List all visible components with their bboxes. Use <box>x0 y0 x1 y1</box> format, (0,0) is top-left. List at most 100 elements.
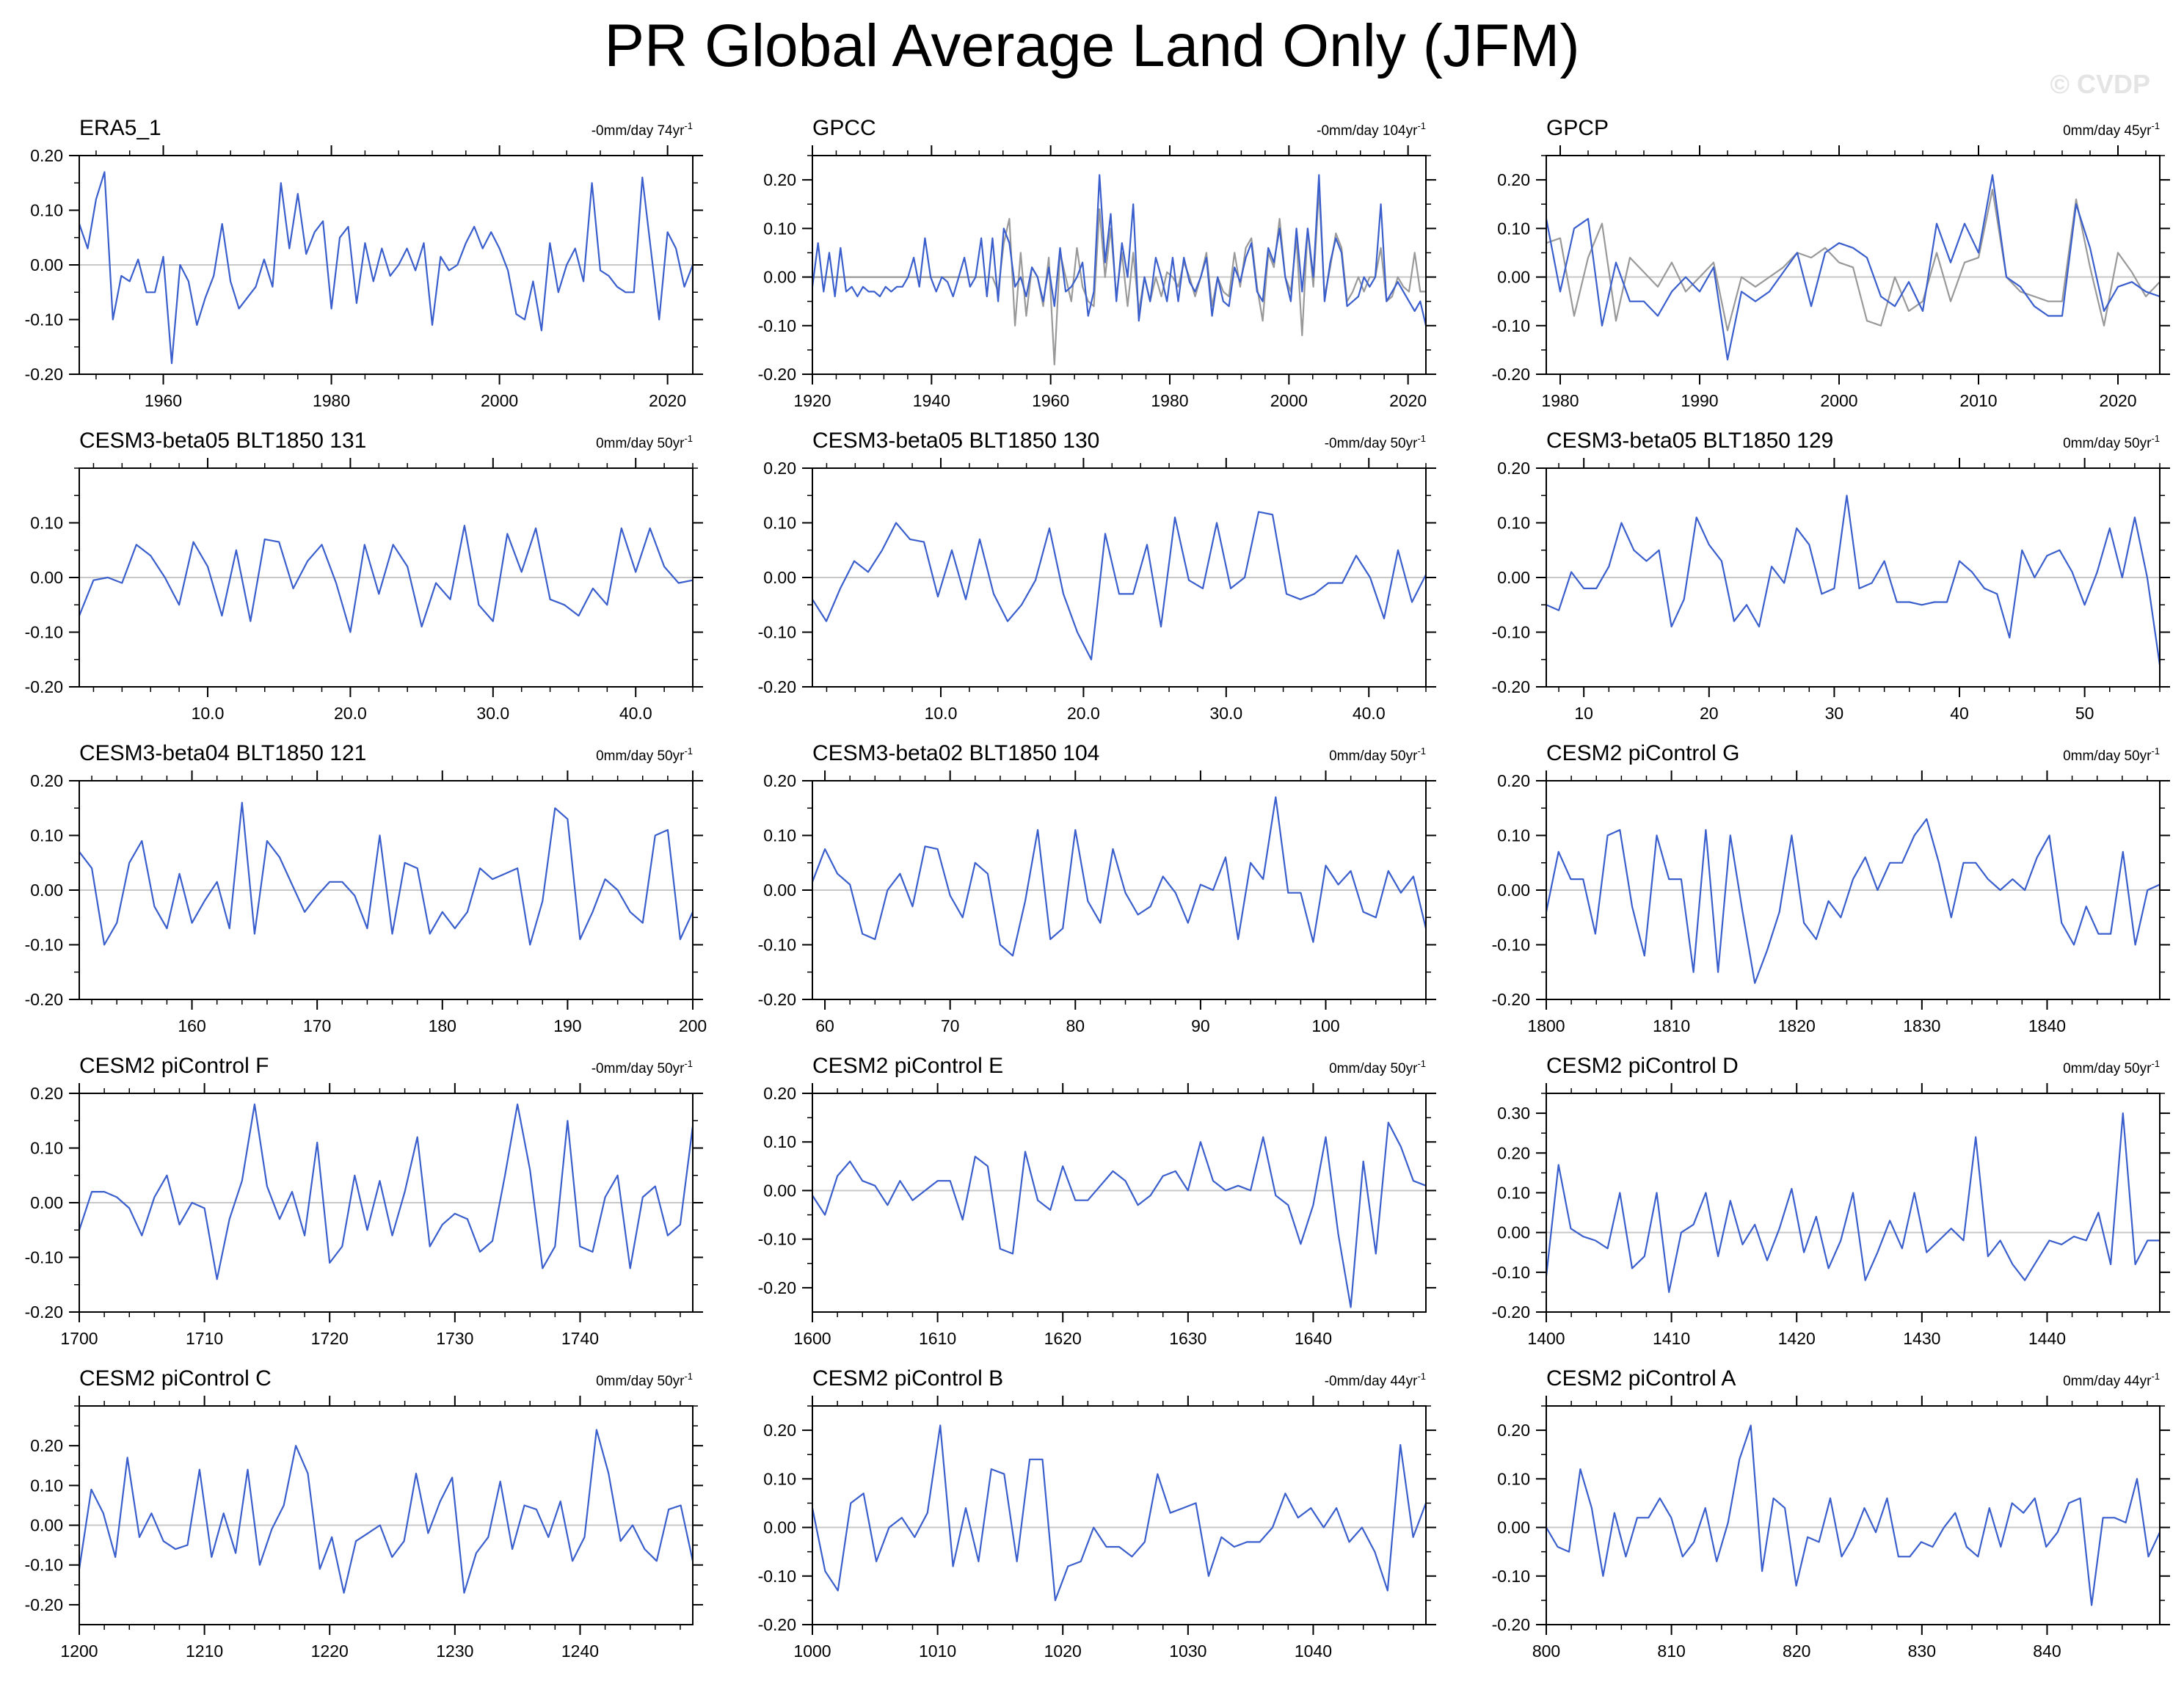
panel-10-ytick-label: -0.10 <box>25 1248 63 1267</box>
panel-4-xtick-label: 20.0 <box>334 704 367 723</box>
panel-6-xtick-label: 10 <box>1574 704 1593 723</box>
panel-8-ytick-label: -0.20 <box>758 990 796 1009</box>
panel-11-ytick-label: -0.10 <box>758 1230 796 1249</box>
panel-12-ytick-label: 0.20 <box>1497 1143 1530 1162</box>
panel-13-ytick-label: 0.10 <box>30 1476 63 1495</box>
panel-7-ytick-label: -0.10 <box>25 936 63 955</box>
panel-9-xtick-label: 1800 <box>1527 1016 1565 1035</box>
panel-14-frame <box>812 1405 1427 1625</box>
panel-4-frame <box>79 467 694 688</box>
panel-3-ytick-label: 0.20 <box>1497 170 1530 189</box>
panel-14-xtick-label: 1020 <box>1044 1642 1082 1661</box>
panel-2-xtick-label: 1980 <box>1151 391 1188 410</box>
panel-2-ytick-label: -0.20 <box>758 365 796 384</box>
panel-15-title: CESM2 piControl A <box>1546 1366 1736 1391</box>
panel-13-ytick-label: -0.10 <box>25 1556 63 1575</box>
panel-11-xtick-label: 1600 <box>793 1329 831 1348</box>
panel-8-frame <box>812 780 1427 1000</box>
panel-11-xtick-label: 1630 <box>1169 1329 1206 1348</box>
panel-15-ytick-label: 0.10 <box>1497 1469 1530 1488</box>
panel-7-ytick-label: 0.20 <box>30 771 63 790</box>
panel-9-xtick-label: 1820 <box>1778 1016 1816 1035</box>
panel-8-xtick-label: 90 <box>1191 1016 1210 1035</box>
figure-title: PR Global Average Land Only (JFM) <box>604 12 1580 79</box>
panel-12-ytick-label: -0.10 <box>1492 1263 1530 1282</box>
panel-14-ytick-label: 0.00 <box>763 1518 796 1537</box>
panel-12-ytick-label: 0.30 <box>1497 1104 1530 1123</box>
panel-2-xtick-label: 1920 <box>793 391 831 410</box>
panel-6-ytick-label: 0.00 <box>1497 568 1530 587</box>
panel-1-xtick-label: 2000 <box>481 391 518 410</box>
panel-5-ytick-label: -0.20 <box>758 677 796 696</box>
panel-3-series-line <box>1545 174 2161 361</box>
panel-10-xtick-label: 1740 <box>561 1329 599 1348</box>
panel-4-title: CESM3-beta05 BLT1850 131 <box>79 429 366 453</box>
panel-10-ytick-label: 0.20 <box>30 1084 63 1103</box>
panel-11-frame <box>812 1093 1427 1313</box>
panel-3-title: GPCP <box>1546 116 1609 140</box>
panel-9-xtick-label: 1840 <box>2028 1016 2066 1035</box>
panel-2-xtick-label: 1960 <box>1032 391 1069 410</box>
panel-11-xtick-label: 1640 <box>1295 1329 1332 1348</box>
panel-8-ytick-label: 0.20 <box>763 771 796 790</box>
panel-3-xtick-label: 2010 <box>1959 391 1997 410</box>
panel-10-ytick-label: 0.10 <box>30 1139 63 1158</box>
panel-3-ytick-label: 0.10 <box>1497 219 1530 238</box>
panel-15-series-line <box>1546 1424 2161 1606</box>
panel-14-title: CESM2 piControl B <box>812 1366 1003 1391</box>
panel-2-ytick-label: -0.10 <box>758 316 796 335</box>
panel-10-trend-label: -0mm/day 50yr-1 <box>592 1058 693 1076</box>
panel-7-xtick-label: 160 <box>178 1016 205 1035</box>
panel-13-ytick-label: -0.20 <box>25 1595 63 1614</box>
panel-6-frame <box>1546 467 2161 688</box>
panel-4-xtick-label: 10.0 <box>192 704 225 723</box>
panel-1-xtick-label: 1980 <box>313 391 350 410</box>
panel-10-xtick-label: 1720 <box>311 1329 349 1348</box>
panel-2-xtick-label: 1940 <box>913 391 950 410</box>
panel-3-xtick-label: 2020 <box>2099 391 2136 410</box>
panel-1-trend-label: -0mm/day 74yr-1 <box>592 120 693 139</box>
panel-1-xtick-label: 1960 <box>145 391 182 410</box>
panel-6-xtick-label: 50 <box>2075 704 2094 723</box>
panel-10-xtick-label: 1700 <box>60 1329 98 1348</box>
panel-1-ytick-label: 0.20 <box>30 146 63 165</box>
panel-15-xtick-label: 810 <box>1657 1642 1685 1661</box>
panel-5-series-line <box>812 511 1427 660</box>
panel-11-series-line <box>812 1121 1427 1308</box>
panel-6-xtick-label: 20 <box>1700 704 1719 723</box>
panel-1-series-line <box>78 171 694 365</box>
panel-15-ytick-label: -0.20 <box>1492 1615 1530 1634</box>
panel-8-xtick-label: 60 <box>815 1016 834 1035</box>
panel-14-ytick-label: 0.20 <box>763 1421 796 1440</box>
panel-5-xtick-label: 30.0 <box>1209 704 1242 723</box>
panel-9-ytick-label: -0.20 <box>1492 990 1530 1009</box>
panel-15-xtick-label: 830 <box>1908 1642 1936 1661</box>
panel-9-ytick-label: 0.10 <box>1497 826 1530 845</box>
panel-2-trend-label: -0mm/day 104yr-1 <box>1317 120 1426 139</box>
panel-14-xtick-label: 1040 <box>1295 1642 1332 1661</box>
panel-2-xtick-label: 2000 <box>1270 391 1308 410</box>
panel-8-title: CESM3-beta02 BLT1850 104 <box>812 741 1099 765</box>
panel-3-trend-label: 0mm/day 45yr-1 <box>2063 120 2160 139</box>
panel-14-xtick-label: 1010 <box>919 1642 956 1661</box>
panel-13-series-line <box>78 1429 694 1594</box>
panel-13-trend-label: 0mm/day 50yr-1 <box>596 1371 693 1389</box>
panel-3-ytick-label: 0.00 <box>1497 268 1530 287</box>
panel-9-ytick-label: 0.20 <box>1497 771 1530 790</box>
panel-5-ytick-label: 0.10 <box>763 514 796 533</box>
panel-13-xtick-label: 1240 <box>561 1642 599 1661</box>
panel-7-series-line <box>79 801 694 946</box>
panel-8-xtick-label: 70 <box>941 1016 960 1035</box>
panel-11-ytick-label: -0.20 <box>758 1278 796 1297</box>
panel-15-ytick-label: 0.00 <box>1497 1518 1530 1537</box>
panel-15-xtick-label: 840 <box>2033 1642 2061 1661</box>
panel-12-ytick-label: 0.10 <box>1497 1183 1530 1202</box>
panel-6-trend-label: 0mm/day 50yr-1 <box>2063 433 2160 451</box>
panel-8-series-line <box>811 796 1427 957</box>
panel-4-ytick-label: 0.10 <box>30 514 63 533</box>
panel-12-xtick-label: 1400 <box>1527 1329 1565 1348</box>
panel-14-series-line <box>811 1424 1427 1601</box>
panel-11-title: CESM2 piControl E <box>812 1054 1003 1078</box>
panel-2-ytick-label: 0.10 <box>763 219 796 238</box>
panel-6-ytick-label: -0.20 <box>1492 677 1530 696</box>
